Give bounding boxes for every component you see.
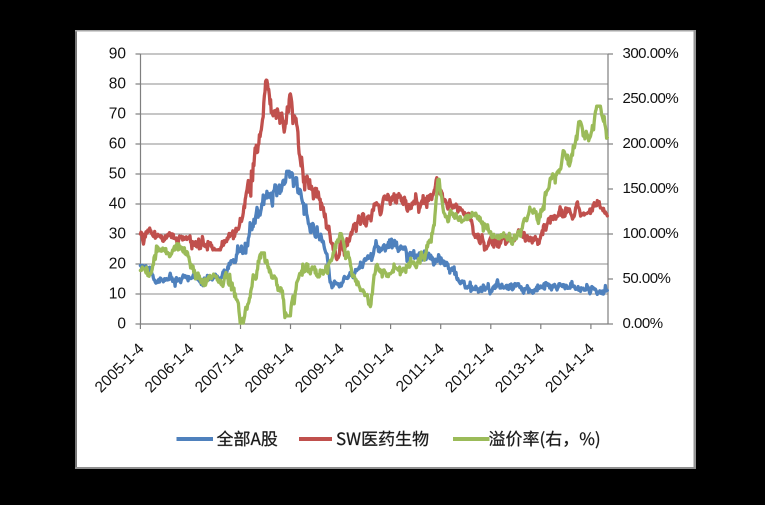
svg-text:70: 70 bbox=[109, 105, 127, 122]
svg-text:40: 40 bbox=[109, 195, 127, 212]
svg-text:50.00%: 50.00% bbox=[623, 270, 671, 287]
svg-text:300.00%: 300.00% bbox=[623, 45, 679, 62]
svg-text:100.00%: 100.00% bbox=[623, 225, 679, 242]
svg-text:10: 10 bbox=[109, 285, 127, 302]
svg-text:250.00%: 250.00% bbox=[623, 90, 679, 107]
svg-text:80: 80 bbox=[109, 75, 127, 92]
svg-text:0: 0 bbox=[117, 315, 126, 332]
svg-text:150.00%: 150.00% bbox=[623, 180, 679, 197]
svg-text:200.00%: 200.00% bbox=[623, 135, 679, 152]
svg-text:0.00%: 0.00% bbox=[623, 315, 663, 332]
svg-text:60: 60 bbox=[109, 135, 127, 152]
svg-text:20: 20 bbox=[109, 255, 127, 272]
svg-text:90: 90 bbox=[109, 45, 127, 62]
svg-text:30: 30 bbox=[109, 225, 127, 242]
svg-text:50: 50 bbox=[109, 165, 127, 182]
